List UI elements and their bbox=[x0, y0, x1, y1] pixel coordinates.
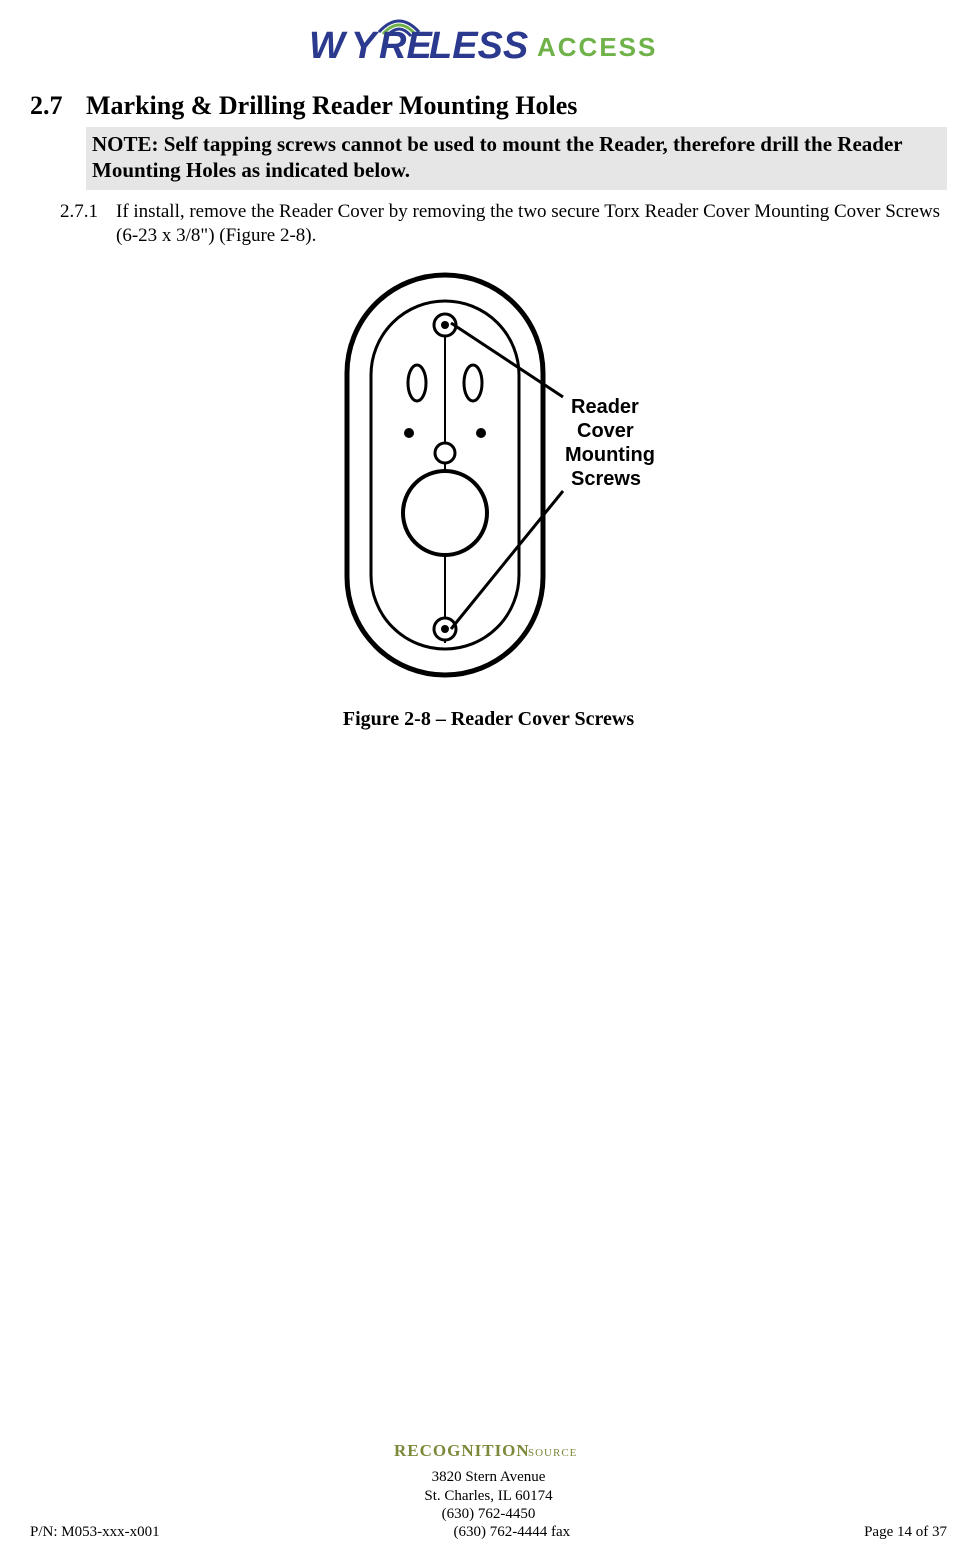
page: W Y RE LESS ACCESS 2.7 Marking & Drillin… bbox=[0, 0, 977, 1559]
section-title: Marking & Drilling Reader Mounting Holes bbox=[86, 91, 577, 121]
footer-fax: (630) 762-4444 fax bbox=[160, 1524, 865, 1541]
svg-text:RE: RE bbox=[379, 25, 433, 67]
section-heading: 2.7 Marking & Drilling Reader Mounting H… bbox=[30, 91, 947, 121]
callout-line-1: Reader bbox=[571, 396, 639, 418]
footer-page: Page 14 of 37 bbox=[864, 1524, 947, 1541]
callout-line-4: Screws bbox=[571, 468, 641, 490]
sub-item-text: If install, remove the Reader Cover by r… bbox=[116, 200, 947, 249]
svg-text:ACCESS: ACCESS bbox=[537, 32, 657, 62]
section-number: 2.7 bbox=[30, 91, 86, 121]
note-box: NOTE: Self tapping screws cannot be used… bbox=[86, 127, 947, 190]
footer-address1: 3820 Stern Avenue bbox=[30, 1468, 947, 1487]
svg-text:Y: Y bbox=[351, 25, 380, 67]
footer-phone: (630) 762-4450 bbox=[30, 1505, 947, 1524]
figure: Reader Cover Mounting Screws Figure 2-8 … bbox=[30, 263, 947, 731]
wyreless-logo-icon: W Y RE LESS ACCESS bbox=[309, 10, 669, 68]
sub-item: 2.7.1 If install, remove the Reader Cove… bbox=[60, 200, 947, 249]
footer-address2: St. Charles, IL 60174 bbox=[30, 1487, 947, 1506]
sub-item-number: 2.7.1 bbox=[60, 200, 116, 249]
callout-line-3: Mounting bbox=[565, 444, 655, 466]
reader-diagram-icon: Reader Cover Mounting Screws bbox=[309, 263, 669, 693]
footer-pn: P/N: M053-xxx-x001 bbox=[30, 1524, 160, 1541]
recognition-logo-icon: RECOGNITION SOURCE bbox=[394, 1440, 584, 1468]
footer-company: RECOGNITION SOURCE bbox=[30, 1440, 947, 1468]
callout-line-2: Cover bbox=[577, 420, 634, 442]
figure-caption: Figure 2-8 – Reader Cover Screws bbox=[30, 708, 947, 731]
svg-text:LESS: LESS bbox=[429, 25, 528, 67]
footer: RECOGNITION SOURCE 3820 Stern Avenue St.… bbox=[30, 1440, 947, 1541]
header-logo: W Y RE LESS ACCESS bbox=[30, 10, 947, 73]
svg-text:SOURCE: SOURCE bbox=[528, 1447, 577, 1459]
svg-text:RECOGNITION: RECOGNITION bbox=[394, 1441, 530, 1460]
svg-text:W: W bbox=[309, 25, 348, 67]
